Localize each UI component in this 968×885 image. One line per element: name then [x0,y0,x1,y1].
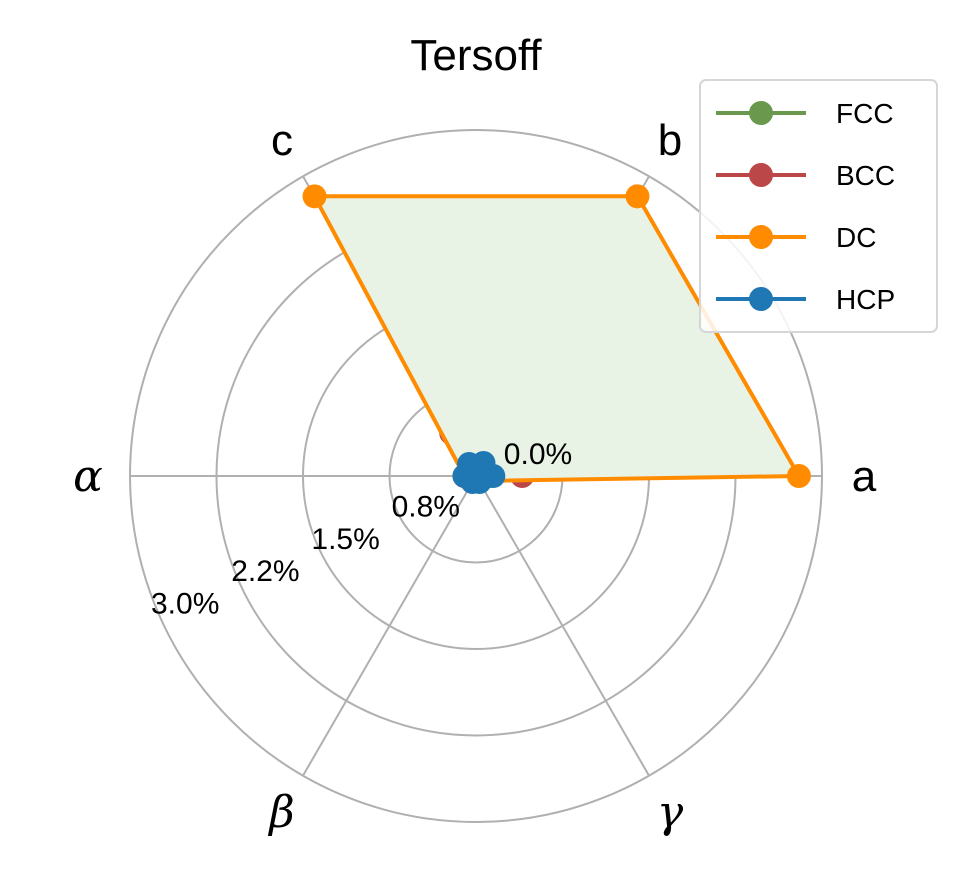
axis-label-4: β [267,787,294,838]
series-point-hcp [467,469,492,494]
axis-label-2: c [271,116,293,165]
legend-label-hcp: HCP [836,284,895,315]
series-point-dc [302,184,327,209]
radial-tick-label: 2.2% [231,555,299,588]
spoke-line [475,475,650,777]
legend-label-bcc: BCC [836,160,895,191]
spoke-line [302,475,477,777]
radial-tick-labels: 0.0% 0.8% 1.5% 2.2% 3.0% [151,438,572,621]
radial-tick-label: 1.5% [311,523,379,556]
radial-tick-label: 0.0% [504,438,572,471]
axis-labels: a b c α β γ [73,116,877,838]
legend-marker-hcp [749,287,773,311]
axis-label-1: b [658,116,682,165]
legend-label-fcc: FCC [836,98,894,129]
legend-marker-fcc [749,101,773,125]
legend-marker-bcc [749,163,773,187]
chart-title: Tersoff [410,31,542,80]
radial-tick-label: 3.0% [151,588,219,621]
series-point-dc [786,464,811,488]
series-layer [302,184,811,494]
legend-marker-dc [749,225,773,249]
legend: FCC BCC DC HCP [699,79,938,333]
series-point-dc [625,184,650,209]
radial-tick-label: 0.8% [392,490,460,523]
axis-label-3: α [73,451,103,502]
legend-label-dc: DC [836,222,876,253]
axis-label-0: a [852,452,877,501]
legend-box [699,79,938,333]
axis-label-5: γ [657,787,684,838]
